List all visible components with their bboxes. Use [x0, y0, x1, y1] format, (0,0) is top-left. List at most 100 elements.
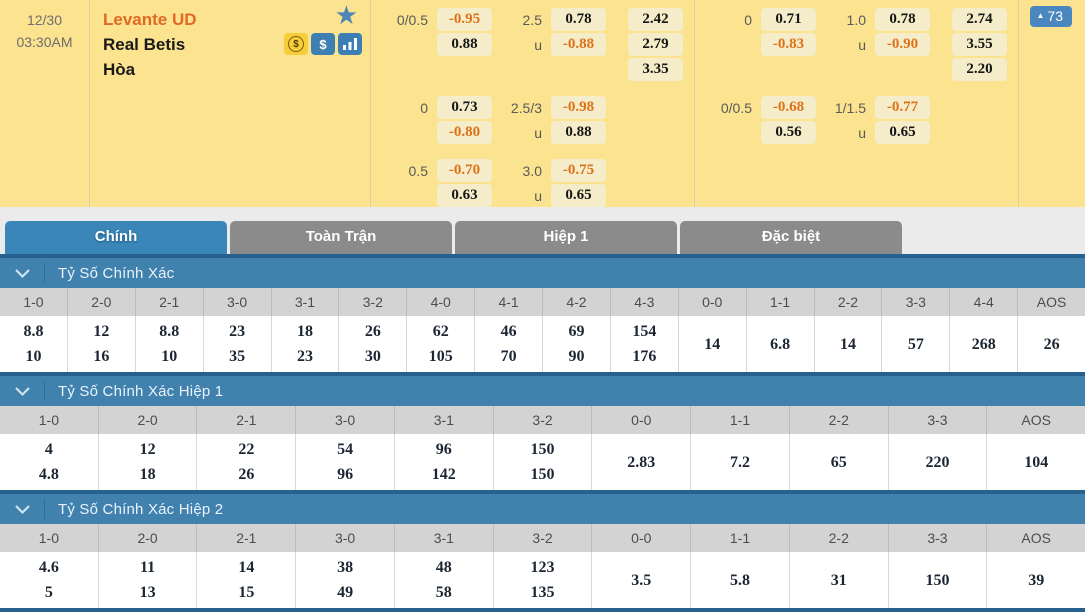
score-header-cell: 3-2 [339, 288, 408, 316]
one-x-two-odds[interactable]: 3.35 [628, 58, 683, 81]
one-x-two-odds[interactable]: 2.42 [628, 8, 683, 31]
score-odds-cell[interactable]: 14 15 [197, 552, 297, 608]
score-odds-cell[interactable]: 39 [987, 552, 1085, 608]
tab-1[interactable]: Chính [5, 221, 227, 254]
chevron-down-icon[interactable] [0, 268, 44, 279]
odds-value: 2.83 [627, 453, 656, 471]
score-odds-cell[interactable]: 12 16 [68, 316, 136, 372]
score-odds-cell[interactable]: 154 176 [611, 316, 679, 372]
score-odds-cell[interactable]: 54 96 [296, 434, 395, 490]
odds-value: 26 [238, 466, 255, 483]
score-odds-cell[interactable]: 7.2 [691, 434, 790, 490]
score-odds-cell[interactable]: 150 [889, 552, 988, 608]
handicap-odds[interactable]: -0.80 [437, 121, 492, 144]
score-odds-cell[interactable]: 268 [950, 316, 1019, 372]
score-odds-cell[interactable]: 26 [1018, 316, 1085, 372]
handicap-odds[interactable]: -0.68 [761, 96, 816, 119]
handicap-odds[interactable]: 0.71 [761, 8, 816, 31]
score-odds-cell[interactable]: 220 [889, 434, 988, 490]
handicap-odds[interactable]: 0.63 [437, 184, 492, 207]
total-odds[interactable]: 0.78 [875, 8, 930, 31]
tab-4[interactable]: Đặc biệt [680, 221, 902, 254]
odds-value: 15 [238, 584, 255, 601]
score-odds-cell[interactable]: 69 90 [543, 316, 611, 372]
odds-value: 13 [139, 584, 156, 601]
total-label: u [858, 124, 866, 141]
score-odds-cell[interactable]: 48 58 [395, 552, 494, 608]
handicap-odds[interactable]: 0.56 [761, 121, 816, 144]
total-odds[interactable]: 0.65 [551, 184, 606, 207]
total-label: 3.0 [522, 162, 542, 179]
score-header-cell: 2-1 [197, 524, 297, 552]
score-odds-cell[interactable]: 6.8 [747, 316, 815, 372]
odds-left-half: 0/0.5 -0.95 2.5 0.78 2.42 0.88 u -0.88 2.79 3.35 0… [371, 0, 695, 207]
score-odds-cell[interactable]: 104 [987, 434, 1085, 490]
total-odds[interactable]: -0.77 [875, 96, 930, 119]
score-odds-cell[interactable]: 8.8 10 [0, 316, 68, 372]
score-odds-cell[interactable]: 5.8 [691, 552, 790, 608]
score-header-cell: AOS [1036, 294, 1067, 310]
chevron-down-icon[interactable] [0, 386, 44, 397]
score-odds-cell[interactable]: 11 13 [99, 552, 198, 608]
score-odds-cell[interactable]: 26 30 [339, 316, 408, 372]
one-x-two-odds[interactable]: 2.79 [628, 33, 683, 56]
score-odds-cell[interactable]: 14 [679, 316, 747, 372]
score-odds-cell[interactable]: 18 23 [272, 316, 340, 372]
odds-row: 0 0.71 1.0 0.78 2.74 [695, 7, 1018, 32]
total-odds[interactable]: -0.75 [551, 159, 606, 182]
score-odds-cell[interactable]: 62 105 [407, 316, 476, 372]
handicap-odds[interactable]: 0.73 [437, 96, 492, 119]
handicap-odds[interactable]: -0.95 [437, 8, 492, 31]
handicap-odds[interactable]: -0.70 [437, 159, 492, 182]
score-odds-cell[interactable]: 4 4.8 [0, 434, 99, 490]
home-team-name: Levante UD [103, 9, 197, 29]
odds-value: 18 [139, 466, 156, 483]
total-odds[interactable]: 0.88 [551, 121, 606, 144]
total-odds[interactable]: -0.98 [551, 96, 606, 119]
more-markets-badge[interactable]: ▲ 73 [1029, 6, 1072, 27]
score-odds-cell[interactable]: 46 70 [475, 316, 543, 372]
score-odds-cell[interactable]: 8.8 10 [136, 316, 204, 372]
odds-value: 16 [93, 348, 110, 365]
score-header-cell: 2-0 [99, 406, 198, 434]
header-divider [44, 381, 45, 401]
section-separator [0, 372, 1085, 376]
score-odds-cell[interactable]: 57 [882, 316, 951, 372]
odds-value: 14 [839, 335, 856, 353]
total-odds[interactable]: -0.88 [551, 33, 606, 56]
odds-value: 23 [229, 323, 246, 340]
handicap-odds[interactable]: 0.88 [437, 33, 492, 56]
odds-value: 7.2 [730, 453, 750, 471]
score-odds-cell[interactable]: 12 18 [99, 434, 198, 490]
score-odds-cell[interactable]: 123 135 [494, 552, 593, 608]
one-x-two-odds[interactable]: 2.20 [952, 58, 1007, 81]
dollar-icon[interactable]: $ [311, 33, 335, 55]
score-odds-cell[interactable]: 2.83 [592, 434, 692, 490]
total-odds[interactable]: 0.65 [875, 121, 930, 144]
score-odds-cell[interactable]: 23 35 [204, 316, 272, 372]
score-odds-cell[interactable]: 150 150 [494, 434, 593, 490]
score-header-cell: 2-2 [815, 288, 883, 316]
total-odds[interactable]: -0.90 [875, 33, 930, 56]
tab-3[interactable]: Hiệp 1 [455, 221, 677, 254]
money-exchange-icon[interactable]: $ [284, 33, 308, 55]
score-odds-cell[interactable]: 14 [815, 316, 883, 372]
score-odds-cell[interactable]: 4.6 5 [0, 552, 99, 608]
handicap-odds[interactable]: -0.83 [761, 33, 816, 56]
score-odds-cell[interactable]: 38 49 [296, 552, 395, 608]
score-header-cell: 2-0 [68, 288, 136, 316]
odds-value: 8.8 [23, 323, 44, 340]
one-x-two-odds[interactable]: 3.55 [952, 33, 1007, 56]
score-odds-cell[interactable]: 96 142 [395, 434, 494, 490]
total-odds[interactable]: 0.78 [551, 8, 606, 31]
odds-row: 0.56 u 0.65 [695, 120, 1018, 145]
stats-chart-icon[interactable] [338, 33, 362, 55]
chevron-down-icon[interactable] [0, 504, 44, 515]
score-odds-cell[interactable]: 22 26 [197, 434, 297, 490]
score-odds-cell[interactable]: 65 [790, 434, 889, 490]
favorite-star-icon[interactable]: ★ [334, 0, 358, 30]
tab-2[interactable]: Toàn Trận [230, 221, 452, 254]
score-odds-cell[interactable]: 3.5 [592, 552, 692, 608]
score-odds-cell[interactable]: 31 [790, 552, 889, 608]
one-x-two-odds[interactable]: 2.74 [952, 8, 1007, 31]
